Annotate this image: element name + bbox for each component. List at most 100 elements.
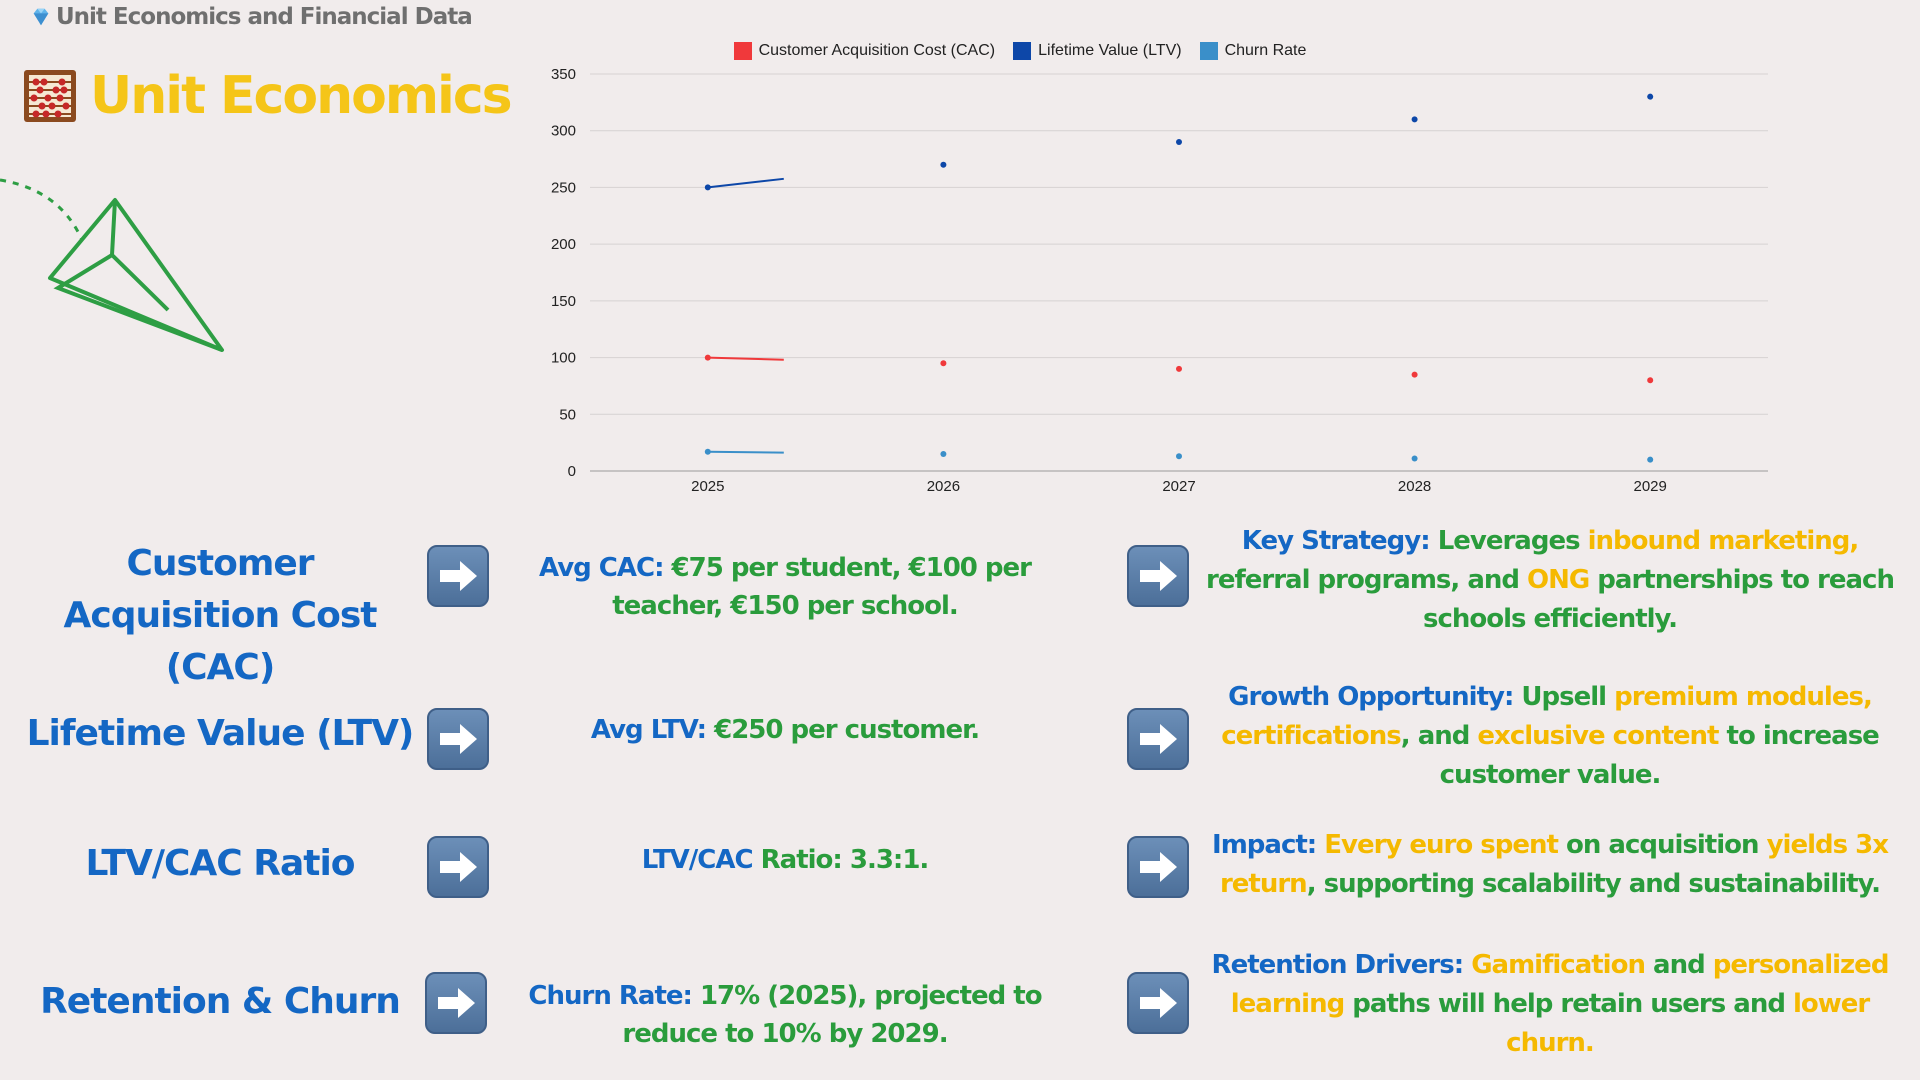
insight-segment: Leverages (1437, 526, 1588, 556)
insight-segment: Impact: (1212, 830, 1325, 860)
data-point (1176, 365, 1182, 372)
insight-segment: paths will help retain users and (1344, 989, 1793, 1019)
row-label: Lifetime Value (LTV) (26, 713, 415, 754)
y-tick-label: 0 (568, 463, 576, 480)
insight-segment: inbound marketing, (1587, 526, 1860, 556)
right-arrow-icon (425, 972, 487, 1034)
insight-segment: on acquisition (1557, 830, 1767, 860)
row-detail: Avg CAC: €75 per student, €100 per teach… (490, 550, 1080, 625)
legend-swatch (1013, 42, 1032, 60)
insight-segment: Retention Drivers: (1211, 950, 1472, 980)
x-tick-label: 2028 (1398, 478, 1431, 495)
right-arrow-icon (427, 545, 489, 607)
y-tick-label: 250 (551, 179, 576, 196)
chart-legend: Customer Acquisition Cost (CAC) Lifetime … (0, 42, 1920, 60)
data-point (940, 161, 947, 168)
detail-segment: Avg LTV: (590, 715, 715, 745)
page-title: Unit Economics (22, 66, 513, 126)
insight-segment: to increase customer value. (1439, 721, 1880, 790)
data-point (1411, 371, 1418, 378)
insight-segment: Growth Opportunity: (1228, 682, 1522, 712)
insight-segment: , and (1400, 721, 1478, 751)
legend-label: Churn Rate (1224, 42, 1307, 59)
legend-item[interactable]: Churn Rate (1199, 42, 1307, 60)
row-detail: Avg LTV: €250 per customer. (490, 712, 1080, 750)
y-tick-label: 300 (551, 123, 576, 140)
y-tick-label: 350 (551, 66, 576, 83)
detail-segment: €75 per student, €100 per teacher, €150 … (612, 553, 1032, 621)
right-arrow-icon (1127, 972, 1189, 1034)
insight-segment: and (1644, 950, 1713, 980)
row-label: LTV/CAC Ratio (85, 843, 355, 884)
data-point (704, 184, 711, 191)
data-point (1411, 455, 1418, 462)
row-detail: LTV/CAC Ratio: 3.3:1. (490, 842, 1080, 880)
detail-segment: Churn Rate: (528, 981, 700, 1011)
detail-segment: LTV/CAC (641, 845, 761, 875)
detail-segment: €250 per customer. (714, 715, 980, 745)
y-tick-label: 100 (551, 350, 576, 367)
insight-segment: Every euro spent (1324, 830, 1559, 860)
detail-segment: Ratio: 3.3:1. (760, 845, 930, 875)
x-tick-label: 2025 (691, 478, 724, 495)
row-insight: Retention Drivers: Gamification and pers… (1200, 946, 1900, 1063)
legend-swatch (733, 42, 752, 60)
insight-segment: exclusive content (1477, 721, 1719, 751)
insight-segment: lower churn. (1506, 989, 1870, 1058)
data-point (1176, 139, 1182, 146)
legend-label: Customer Acquisition Cost (CAC) (758, 42, 996, 59)
data-point (940, 450, 947, 457)
data-point (940, 360, 947, 367)
detail-segment: Avg CAC: (539, 553, 672, 583)
row-detail: Churn Rate: 17% (2025), projected to red… (490, 978, 1080, 1053)
data-point (1647, 456, 1654, 463)
right-arrow-icon (427, 836, 489, 898)
data-point (1176, 453, 1182, 460)
insight-segment: Upsell (1521, 682, 1615, 712)
insight-segment: referral programs, and (1206, 565, 1528, 595)
legend-item[interactable]: Lifetime Value (LTV) (1013, 42, 1182, 60)
paper-plane-icon (0, 178, 224, 352)
insight-segment: partnerships to reach schools efficientl… (1423, 565, 1895, 634)
insight-segment: Key Strategy: (1241, 526, 1438, 556)
series-line (707, 356, 784, 361)
legend-item[interactable]: Customer Acquisition Cost (CAC) (733, 42, 996, 60)
data-point (1647, 93, 1654, 100)
insight-segment: personalized learning (1230, 950, 1890, 1019)
x-tick-label: 2026 (927, 478, 960, 495)
abacus-icon (24, 70, 76, 122)
right-arrow-icon (1127, 708, 1189, 770)
data-point (704, 354, 711, 361)
row-label: Customer Acquisition Cost (CAC) (63, 543, 378, 689)
insight-segment: Gamification (1471, 950, 1646, 980)
y-tick-label: 150 (551, 293, 576, 310)
insight-segment: yields 3x return (1219, 830, 1889, 899)
insight-segment: ONG (1527, 565, 1590, 595)
x-tick-label: 2027 (1162, 478, 1195, 495)
right-arrow-icon (427, 708, 489, 770)
data-point (1647, 377, 1654, 384)
series-line (707, 450, 784, 454)
legend-label: Lifetime Value (LTV) (1038, 42, 1182, 59)
x-tick-label: 2029 (1634, 478, 1667, 495)
right-arrow-icon (1127, 545, 1189, 607)
series-line (707, 177, 784, 189)
title-text: Unit Economics (90, 66, 513, 126)
right-arrow-icon (1127, 836, 1189, 898)
row-label: Retention & Churn (40, 981, 401, 1022)
data-point (704, 448, 711, 455)
line-chart: 0 50 100 150 200 250 300 350 2025 2026 2027 2028 202… (551, 66, 1768, 495)
breadcrumb: Unit Economics and Financial Data (30, 2, 473, 32)
y-tick-label: 200 (551, 236, 576, 253)
gem-icon (33, 8, 49, 26)
insight-segment: premium modules, certifications (1221, 682, 1873, 751)
row-insight: Growth Opportunity: Upsell premium modul… (1200, 678, 1900, 795)
data-point (1411, 116, 1418, 123)
row-insight: Key Strategy: Leverages inbound marketin… (1200, 522, 1900, 639)
breadcrumb-text: Unit Economics and Financial Data (56, 4, 473, 30)
legend-swatch (1199, 42, 1218, 60)
insight-segment: , supporting scalability and sustainabil… (1306, 869, 1881, 899)
row-insight: Impact: Every euro spent on acquisition … (1200, 826, 1900, 904)
y-tick-label: 50 (559, 406, 576, 423)
detail-segment: 17% (2025), projected to reduce to 10% b… (622, 981, 1042, 1049)
